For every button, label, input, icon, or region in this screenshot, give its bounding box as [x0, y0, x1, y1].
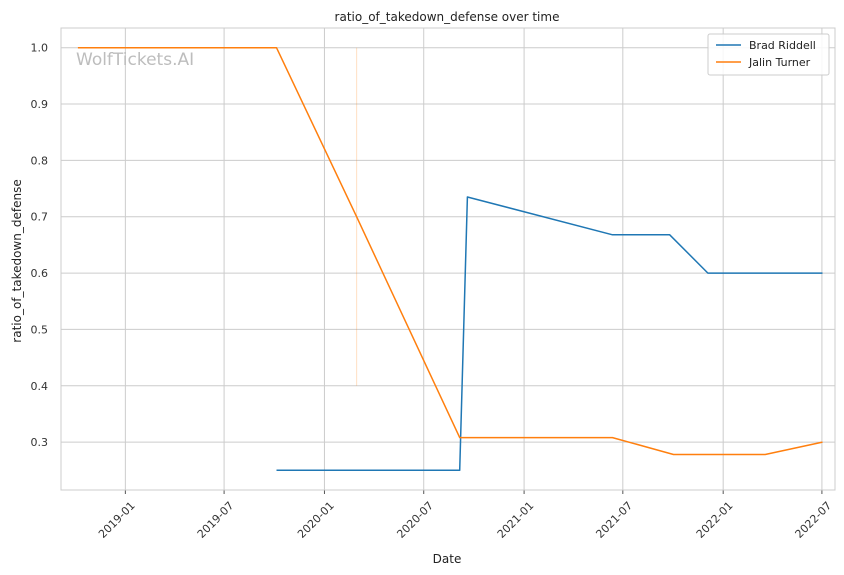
series-lines — [77, 46, 823, 472]
series-line-1 — [276, 196, 823, 472]
x-axis-label: Date — [433, 552, 462, 566]
y-tick-label: 0.3 — [31, 436, 49, 449]
watermark: WolfTickets.AI — [76, 50, 194, 70]
chart-title: ratio_of_takedown_defense over time — [335, 10, 560, 24]
y-tick-label: 0.6 — [31, 267, 49, 280]
y-tick-label: 0.7 — [31, 211, 49, 224]
y-tick-label: 0.9 — [31, 98, 49, 111]
legend-label: Brad Riddell — [749, 39, 816, 52]
y-tick-label: 1.0 — [31, 42, 49, 55]
legend: Brad Riddell Jalin Turner — [707, 33, 830, 76]
legend-label: Jalin Turner — [748, 56, 811, 69]
y-axis-label: ratio_of_takedown_defense — [10, 179, 24, 342]
y-tick-label: 0.8 — [31, 154, 49, 167]
series-line-2 — [77, 46, 823, 456]
y-tick-labels: 0.3 0.4 0.5 0.6 0.7 0.8 0.9 1.0 — [31, 42, 49, 449]
y-tick-label: 0.4 — [31, 380, 49, 393]
plot-area-frame — [60, 27, 836, 491]
y-tick-label: 0.5 — [31, 323, 49, 336]
